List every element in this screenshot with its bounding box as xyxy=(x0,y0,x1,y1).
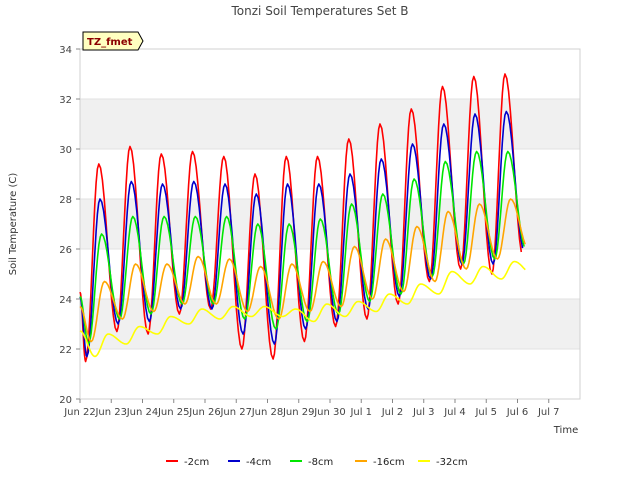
x-tick-label: Jul 2 xyxy=(381,407,404,418)
x-tick-label: Jun 29 xyxy=(282,407,315,418)
series-line-minus-16cm xyxy=(79,198,526,343)
y-tick-label: 24 xyxy=(59,295,72,306)
legend: -2cm -4cm -8cm -16cm -32cm xyxy=(166,457,468,468)
grid-band xyxy=(80,99,580,149)
badge-label: TZ_fmet xyxy=(87,37,133,48)
y-axis-label: Soil Temperature (C) xyxy=(8,173,19,276)
legend-label: -2cm xyxy=(184,457,209,468)
y-tick-label: 28 xyxy=(59,195,72,206)
series-line-minus-4cm xyxy=(79,110,524,358)
y-tick-label: 32 xyxy=(59,95,72,106)
y-tick-label: 22 xyxy=(59,345,72,356)
x-axis-ticks: Jun 22 Jun 23 Jun 24 Jun 25 Jun 26 Jun 27 Jun … xyxy=(63,399,560,418)
x-tick-label: Jul 1 xyxy=(349,407,372,418)
x-tick-label: Jun 24 xyxy=(126,407,159,418)
y-tick-label: 26 xyxy=(59,245,72,256)
y-tick-label: 34 xyxy=(59,45,72,56)
grid-band xyxy=(80,349,580,399)
y-tick-label: 20 xyxy=(59,395,72,406)
x-axis-label: Time xyxy=(553,425,578,436)
y-axis-ticks: 20 22 24 26 28 30 32 34 xyxy=(59,45,80,406)
x-tick-label: Jun 30 xyxy=(313,407,346,418)
badge-box xyxy=(82,31,144,51)
x-tick-label: Jul 3 xyxy=(412,407,435,418)
x-tick-label: Jul 6 xyxy=(506,407,529,418)
grid-band xyxy=(80,49,580,99)
chart-title: Tonzi Soil Temperatures Set B xyxy=(231,4,409,18)
x-tick-label: Jul 7 xyxy=(537,407,560,418)
legend-label: -16cm xyxy=(373,457,405,468)
series-line-minus-8cm xyxy=(79,150,525,345)
x-tick-label: Jun 27 xyxy=(219,407,252,418)
station-badge: TZ_fmet xyxy=(82,31,144,51)
series-lines xyxy=(79,73,526,363)
x-tick-label: Jun 22 xyxy=(63,407,96,418)
x-tick-label: Jun 23 xyxy=(94,407,127,418)
x-tick-label: Jul 5 xyxy=(474,407,497,418)
y-tick-label: 30 xyxy=(59,145,72,156)
x-tick-label: Jun 28 xyxy=(251,407,284,418)
grid-band xyxy=(80,149,580,199)
legend-label: -32cm xyxy=(436,457,468,468)
grid-band xyxy=(80,299,580,349)
series-line-minus-32cm xyxy=(79,260,526,358)
x-tick-label: Jun 25 xyxy=(157,407,190,418)
x-tick-label: Jul 4 xyxy=(443,407,466,418)
legend-label: -8cm xyxy=(308,457,333,468)
legend-label: -4cm xyxy=(246,457,271,468)
x-tick-label: Jun 26 xyxy=(188,407,221,418)
